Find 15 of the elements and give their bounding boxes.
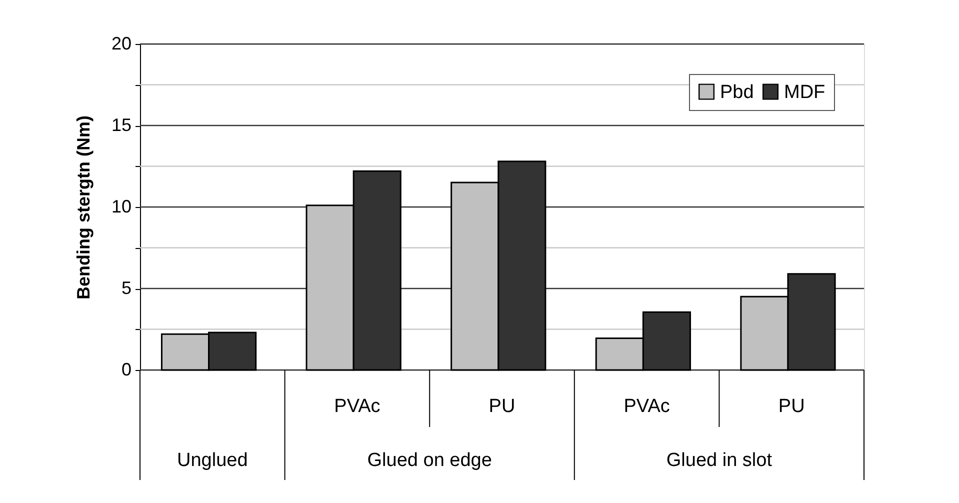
y-axis-title: Bending stergtn (Nm) [73, 116, 94, 300]
text: Glued on edge [367, 450, 492, 471]
x-tick-label: PU [778, 396, 805, 417]
legend-label: MDF [784, 82, 826, 103]
y-tick-label: 0 [121, 360, 132, 380]
text: Unglued [177, 450, 248, 471]
y-tick-label: 10 [111, 196, 132, 216]
y-tick-label: 5 [121, 278, 132, 298]
legend-label: Pbd [720, 82, 754, 103]
x-tick-label: PU [488, 396, 516, 417]
x-tick-label: PVAc [334, 396, 380, 417]
x-tick-label: PVAc [624, 396, 670, 417]
y-tick-label: 20 [111, 34, 132, 54]
text: Glued in slot [666, 450, 773, 471]
y-tick-label: 15 [111, 115, 132, 135]
